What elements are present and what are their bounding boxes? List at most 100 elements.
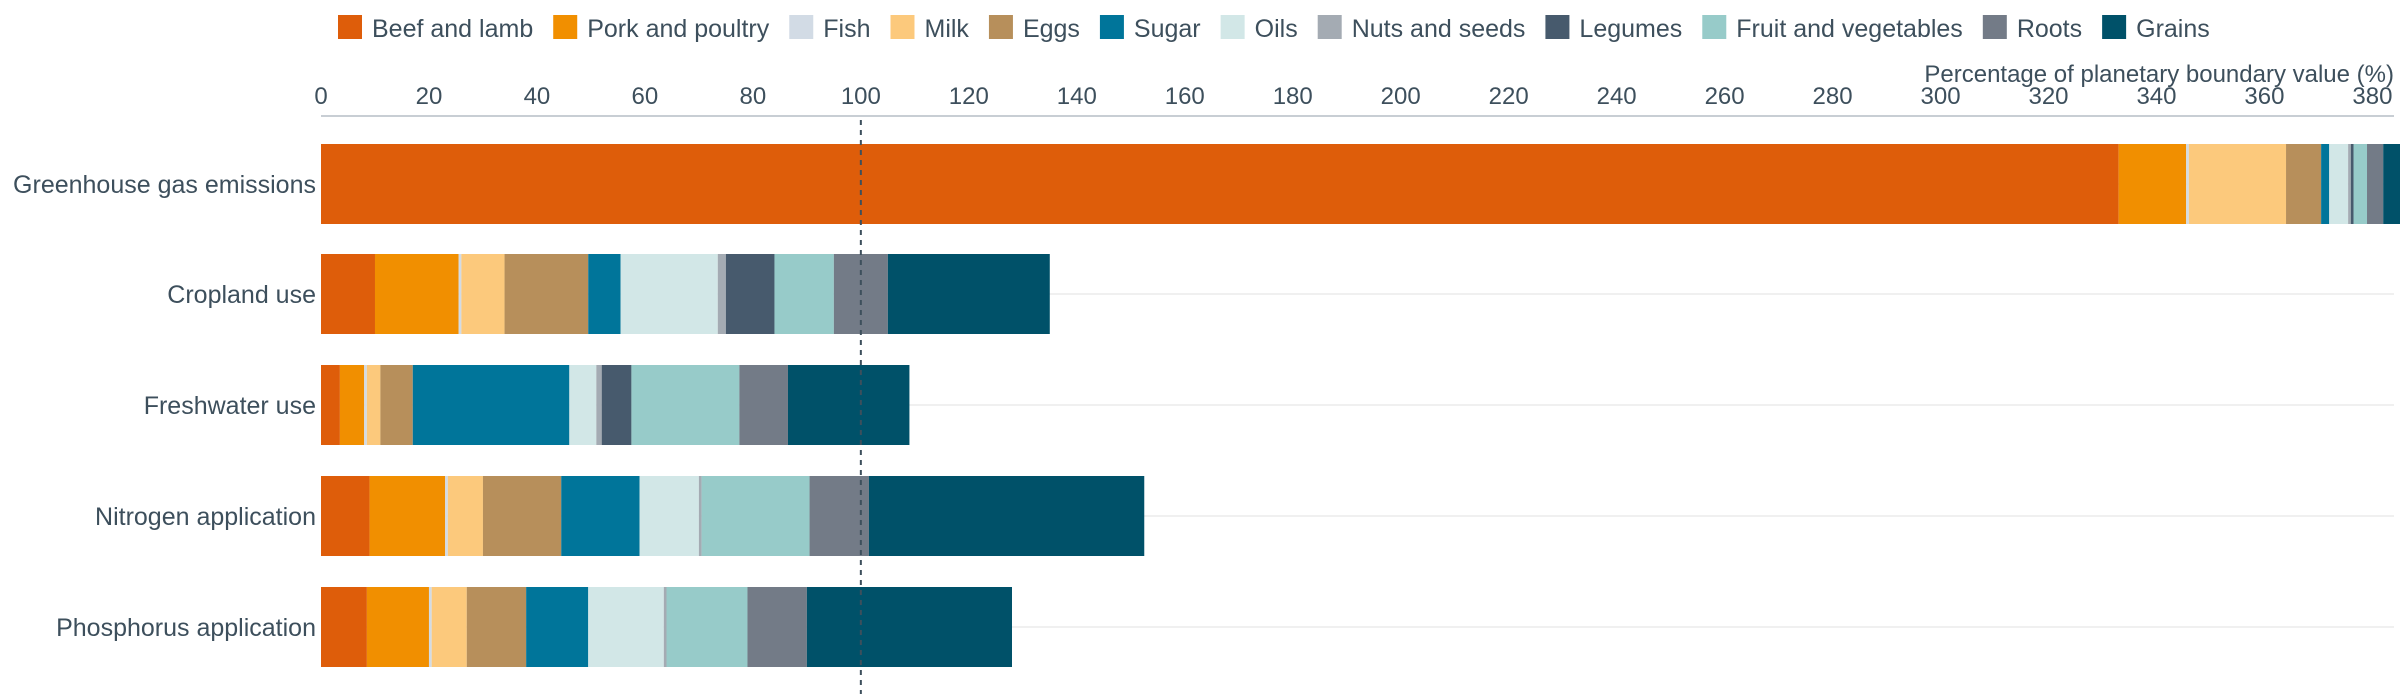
bar-segment-oils <box>569 365 597 445</box>
bar-segment-oils <box>2329 144 2349 224</box>
bar-segment-fish <box>428 587 432 667</box>
x-tick-label: 0 <box>314 83 327 110</box>
legend-swatch <box>1545 15 1570 39</box>
bar-segment-grains <box>2383 144 2400 224</box>
bar-segment-beef-and-lamb <box>321 365 340 445</box>
bar-segment-pork-and-poultry <box>339 365 365 445</box>
bar-segment-sugar <box>588 254 621 334</box>
bar-segment-fruit-and-vegetables <box>2353 144 2368 224</box>
bar-row-greenhouse-gas-emissions <box>321 144 2400 224</box>
bar-segment-pork-and-poultry <box>366 587 429 667</box>
legend-label: Milk <box>925 15 970 43</box>
legend-item-fish: Fish <box>789 15 871 43</box>
bar-segment-grains <box>787 365 910 445</box>
bar-segment-roots <box>809 476 869 556</box>
legend-item-grains: Grains <box>2102 15 2210 43</box>
category-label-freshwater-use: Freshwater use <box>144 392 316 420</box>
bar-segment-sugar <box>561 476 640 556</box>
legend-label: Fruit and vegetables <box>1736 15 1963 43</box>
bar-segment-pork-and-poultry <box>2118 144 2187 224</box>
bar-segment-fish <box>2186 144 2189 224</box>
legend-label: Beef and lamb <box>372 15 533 43</box>
bar-segment-roots <box>747 587 807 667</box>
bar-segment-beef-and-lamb <box>321 254 375 334</box>
legend-item-legumes: Legumes <box>1545 15 1682 43</box>
legend-swatch <box>553 15 578 39</box>
legend-swatch <box>2102 15 2127 39</box>
bar-segment-pork-and-poultry <box>374 254 459 334</box>
bar-segment-milk <box>366 365 381 445</box>
x-axis-title: Percentage of planetary boundary value (… <box>1924 61 2394 88</box>
bar-segment-nuts-and-seeds <box>2348 144 2351 224</box>
bar-segment-oils <box>620 254 718 334</box>
legend-item-sugar: Sugar <box>1099 15 1201 43</box>
category-label-phosphorus-application: Phosphorus application <box>56 614 316 642</box>
legend-swatch <box>1220 15 1245 39</box>
legend-label: Oils <box>1255 15 1298 43</box>
bar-segment-eggs <box>380 365 413 445</box>
bar-segment-eggs <box>482 476 562 556</box>
category-label-cropland-use: Cropland use <box>167 281 316 309</box>
legend-label: Pork and poultry <box>587 15 770 43</box>
x-tick-label: 20 <box>416 83 443 110</box>
x-tick-label: 60 <box>632 83 659 110</box>
x-tick-label: 180 <box>1273 83 1313 110</box>
bar-segment-grains <box>887 254 1050 334</box>
bar-segment-eggs <box>466 587 527 667</box>
bar-segment-pork-and-poultry <box>369 476 446 556</box>
bar-segment-fruit-and-vegetables <box>666 587 748 667</box>
bar-segment-fish <box>364 365 367 445</box>
legend-swatch <box>789 15 814 39</box>
bar-segment-oils <box>639 476 699 556</box>
bar-segment-legumes <box>601 365 632 445</box>
bar-segment-sugar <box>2321 144 2330 224</box>
bar-segment-grains <box>806 587 1012 667</box>
bar-segment-nuts-and-seeds <box>663 587 667 667</box>
legend-item-beef-and-lamb: Beef and lamb <box>338 15 533 43</box>
category-label-greenhouse-gas-emissions: Greenhouse gas emissions <box>13 171 316 199</box>
x-tick-label: 240 <box>1597 83 1637 110</box>
x-tick-label: 260 <box>1705 83 1745 110</box>
legend-label: Grains <box>2136 15 2210 43</box>
bar-segment-nuts-and-seeds <box>698 476 702 556</box>
legend-item-eggs: Eggs <box>988 15 1080 43</box>
bar-segment-fruit-and-vegetables <box>631 365 740 445</box>
bar-segment-legumes <box>2350 144 2354 224</box>
bar-row-phosphorus-application <box>321 587 1012 667</box>
legend-label: Roots <box>2017 15 2082 43</box>
legend-item-nuts-and-seeds: Nuts and seeds <box>1317 15 1526 43</box>
legend-item-pork-and-poultry: Pork and poultry <box>553 15 770 43</box>
x-tick-label: 100 <box>841 83 881 110</box>
legend-swatch <box>988 15 1013 39</box>
category-label-nitrogen-application: Nitrogen application <box>95 503 316 531</box>
legend-item-milk: Milk <box>890 15 970 43</box>
x-axis-ticks: 0 20 40 60 80 100 120 140 160 180 200 220 240 260 280 3… <box>314 83 2392 110</box>
x-tick-label: 220 <box>1489 83 1529 110</box>
bar-segment-sugar <box>412 365 570 445</box>
legend-item-fruit-and-vegetables: Fruit and vegetables <box>1702 15 1963 43</box>
x-tick-label: 140 <box>1057 83 1097 110</box>
bar-segment-milk <box>461 254 505 334</box>
bar-segment-eggs <box>2286 144 2322 224</box>
bar-segment-beef-and-lamb <box>321 476 370 556</box>
legend-item-oils: Oils <box>1220 15 1298 43</box>
category-labels: Greenhouse gas emissions Cropland use Fres… <box>13 171 316 642</box>
bar-segment-oils <box>588 587 664 667</box>
x-tick-label: 160 <box>1165 83 1205 110</box>
bar-segment-roots <box>2367 144 2384 224</box>
bar-segment-sugar <box>526 587 589 667</box>
bar-segment-grains <box>868 476 1145 556</box>
x-tick-label: 340 <box>2136 83 2176 110</box>
legend-swatch <box>1982 15 2007 39</box>
legend-label: Legumes <box>1579 15 1682 43</box>
legend-label: Fish <box>823 15 870 43</box>
legend-label: Eggs <box>1023 15 1080 43</box>
bar-segment-milk <box>431 587 467 667</box>
bar-row-nitrogen-application <box>321 476 1145 556</box>
legend-swatch <box>1702 15 1727 39</box>
legend: Beef and lamb Pork and poultry Fish Milk Egg… <box>338 15 2210 43</box>
bar-segment-fish <box>445 476 448 556</box>
legend-label: Nuts and seeds <box>1352 15 1526 43</box>
bar-segment-legumes <box>725 254 775 334</box>
